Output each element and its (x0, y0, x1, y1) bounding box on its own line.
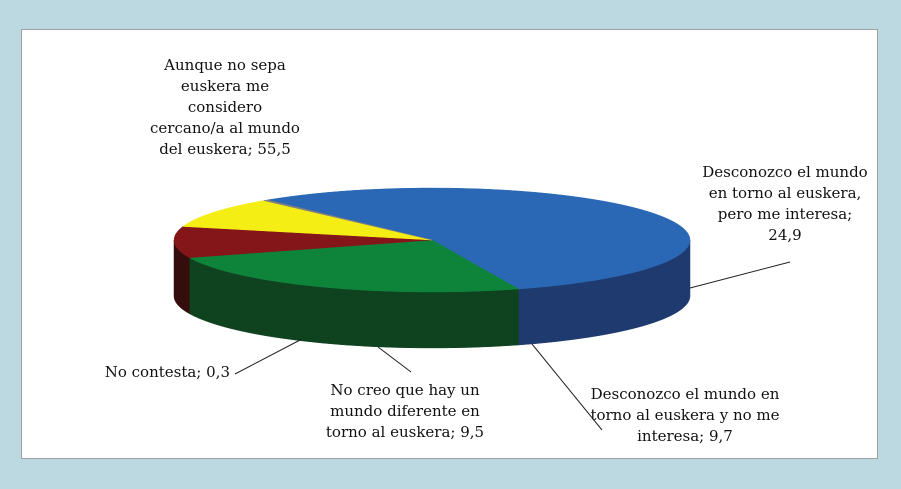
pie-slice-3 (182, 200, 433, 241)
pie-slice-4 (263, 199, 433, 241)
slice-label-no-mundo: No creo que hay un mundo diferente en to… (325, 381, 485, 441)
slice-label-cercano: Aunque no sepa euskera me considero cerc… (150, 56, 300, 158)
leader-line-3 (377, 346, 412, 373)
pie-slice-0 (267, 187, 691, 290)
leader-line-1 (689, 261, 791, 289)
slice-label-no-interesa: Desconozco el mundo en torno al euskera … (590, 385, 780, 445)
pie-slice-2 (173, 226, 433, 258)
pie-top (173, 187, 691, 293)
pie-sides (173, 239, 691, 349)
leader-line-2 (531, 343, 603, 431)
slice-label-interesa: Desconozco el mundo en torno al euskera,… (702, 163, 868, 244)
pie-slice-1 (188, 239, 520, 293)
leader-line-4 (234, 338, 303, 375)
slice-label-no-contesta: No contesta; 0,3 (104, 363, 230, 381)
